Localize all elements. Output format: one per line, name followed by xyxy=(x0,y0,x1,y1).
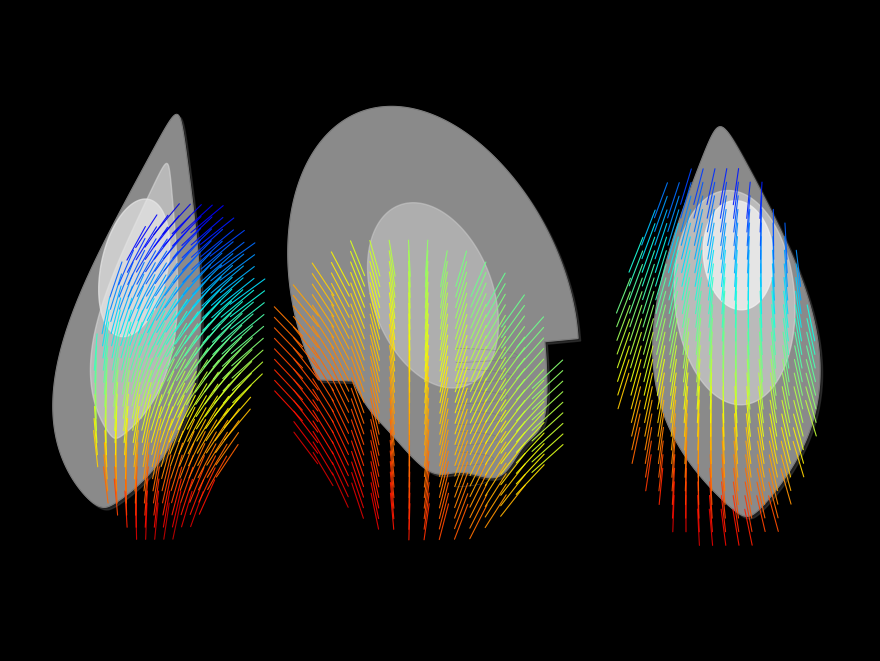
Polygon shape xyxy=(368,203,498,388)
Polygon shape xyxy=(653,127,820,516)
Polygon shape xyxy=(288,106,578,478)
Polygon shape xyxy=(703,201,774,310)
Polygon shape xyxy=(99,199,170,336)
Polygon shape xyxy=(674,190,795,405)
Polygon shape xyxy=(91,163,178,438)
Polygon shape xyxy=(53,114,201,507)
Polygon shape xyxy=(55,117,203,510)
Polygon shape xyxy=(656,130,823,519)
Polygon shape xyxy=(290,109,581,481)
